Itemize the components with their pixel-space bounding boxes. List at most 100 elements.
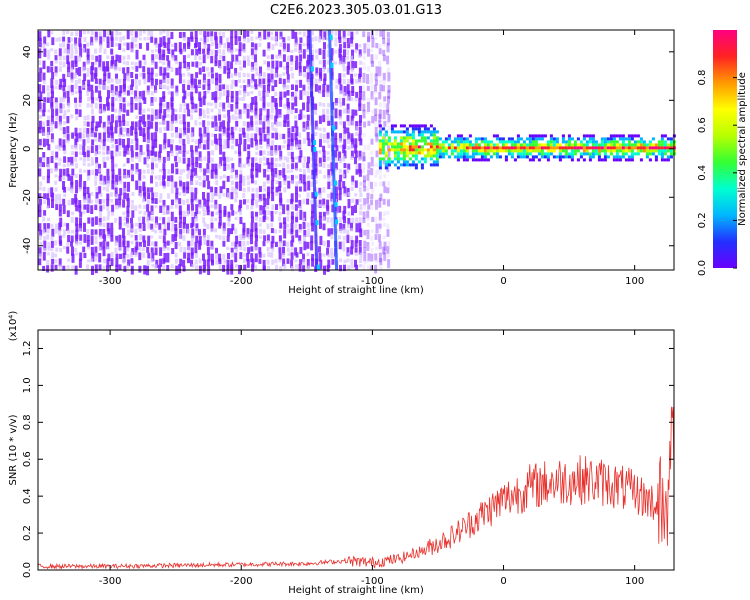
spectrogram-cell [134,222,138,227]
spectrogram-cell [114,97,118,102]
spectrogram-signal-cell [549,143,553,147]
spectrogram-signal-cell [597,152,601,156]
spectrogram-cell [54,259,58,264]
spectrogram-cell [151,192,155,201]
spectrogram-cell [66,126,70,134]
spectrogram-cell [362,151,366,161]
spectrogram-signal-cell [576,149,580,153]
spectrogram-cell [150,114,154,121]
spectrogram-cell [286,211,290,216]
spectrogram-cell [326,264,330,272]
spectrogram-signal-cell [459,143,463,147]
spectrogram-cell [118,223,122,230]
spectrogram-cell [151,54,155,63]
spectrogram-signal-cell [606,149,610,153]
spectrogram-cell [383,163,387,170]
spectrogram-cell [75,252,79,256]
spectrogram-cell [386,253,390,259]
spectrogram-cell [190,169,194,178]
spectrogram-signal-cell [582,149,586,153]
spectrogram-cell [311,258,315,267]
spectrogram-cell [135,144,139,151]
spectrogram-cell [107,150,111,154]
spectrogram-signal-cell [378,163,382,167]
spectrogram-cell [46,66,50,73]
spectrogram-cell [342,210,346,220]
spectrogram-signal-cell [579,152,583,156]
spectrogram-cell [219,66,222,70]
spectrogram-cell [191,157,195,165]
spectrogram-cell [123,222,127,226]
spectrogram-cell [42,43,46,49]
spectrogram-signal-cell [477,158,481,162]
spectrogram-cell [267,210,271,215]
spectrogram-cell [91,139,95,146]
spectrogram-signal-cell [393,139,397,143]
spectrogram-cell [375,199,378,210]
spectrogram-cell [126,109,130,116]
spectrogram-cell [199,157,203,162]
spectrogram-cell [334,98,338,106]
spectrogram-cell [70,235,74,243]
spectrogram-cell [339,157,343,164]
spectrogram-cell [275,108,279,119]
spectrogram-cell [379,258,383,266]
spectrogram-signal-cell [552,149,556,153]
spectrogram-cell [198,151,202,161]
spectrogram-cell [190,259,193,267]
spectrogram-cell [258,235,262,239]
spectrogram-cell [123,188,127,193]
spectrogram-cell [222,55,226,62]
spectrogram-cell [214,97,218,103]
spectrogram-cell [51,139,55,144]
spectrogram-cell [246,84,250,88]
spectrogram-cell [190,78,194,88]
spectrogram-cell [367,162,371,169]
spectrogram-cell [50,115,54,125]
spectrogram-cell [86,157,90,162]
spectrogram-signal-cell [414,139,418,143]
spectrogram-cell [186,204,190,215]
spectrogram-signal-cell [486,143,490,147]
spectrogram-cell [370,199,374,206]
spectrogram-cell [150,78,154,87]
spectrogram-cell [279,198,283,206]
spectrogram-signal-cell [519,155,523,159]
spectrogram-cell [142,151,146,156]
spectrogram-signal-cell [378,139,382,143]
spectrogram-cell [130,96,134,105]
spectrogram-signal-cell [618,134,622,138]
spectrogram-cell [54,85,58,90]
spectrogram-cell [255,72,259,76]
spectrogram-cell [235,246,239,253]
spectrogram-cell [50,66,54,73]
spectrogram-cell [230,247,234,253]
spectrogram-cell [130,42,134,52]
spectrogram-signal-cell [390,127,394,131]
spectrogram-signal-cell [468,134,472,138]
spectrogram-cell [318,252,322,262]
spectrogram-signal-cell [387,157,391,161]
spectrogram-cell [50,85,54,94]
spectrogram-cell [231,186,235,193]
spectrogram-cell [295,252,299,258]
spectrogram-cell [143,210,147,216]
spectrogram-cell [258,78,262,87]
spectrogram-signal-cell [405,151,409,155]
spectrogram-cell [203,222,207,227]
spectrogram-cell [387,114,391,123]
spectrogram-cell [67,85,71,91]
spectrogram-signal-cell [393,151,397,155]
spectrogram-cell [218,126,222,132]
spectrogram-cell [110,252,114,258]
spectrogram-cell [178,73,182,84]
spectrogram-cell [234,30,238,39]
spectrogram-cell [331,187,335,194]
spectrogram-cell [231,252,235,258]
spectrogram-cell [158,235,162,239]
spectrogram-signal-cell [621,143,625,147]
spectrogram-cell [246,157,250,165]
spectrogram-cell [123,246,127,255]
spectrogram-cell [234,211,238,215]
spectrogram-cell [143,97,147,104]
